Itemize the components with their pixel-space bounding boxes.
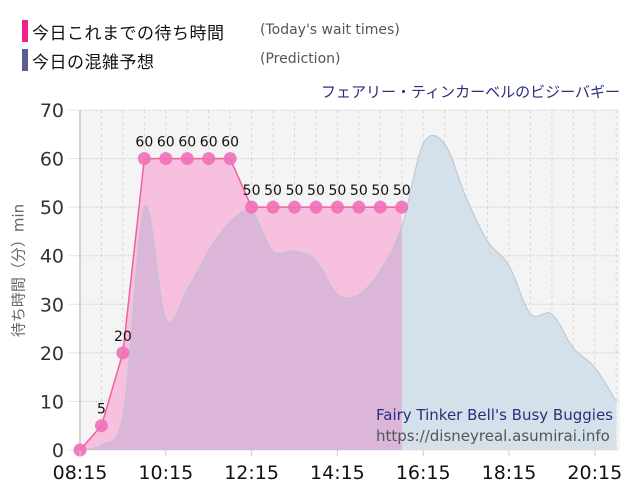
data-label: 50 [264, 183, 282, 199]
legend-today-swatch [22, 20, 28, 42]
today-marker [245, 200, 259, 214]
today-marker [352, 200, 366, 214]
data-label: 50 [328, 183, 346, 199]
data-label: 50 [371, 183, 389, 199]
today-line [79, 157, 402, 451]
legend-prediction-label-jp: 今日の混雑予想 [32, 52, 155, 73]
data-label: 60 [157, 135, 175, 151]
today-marker [395, 200, 409, 214]
y-tick-label: 40 [40, 246, 64, 268]
today-marker [309, 200, 323, 214]
x-tick-label: 12:15 [224, 462, 279, 484]
y-tick-label: 50 [40, 197, 64, 219]
today-marker [159, 152, 173, 166]
watermark-title: Fairy Tinker Bell's Busy Buggies [376, 406, 613, 424]
x-tick-label: 20:15 [567, 462, 622, 484]
legend-prediction-swatch [22, 49, 28, 71]
y-tick-label: 0 [52, 440, 64, 462]
y-tick-label: 30 [40, 294, 64, 316]
x-tick-label: 14:15 [310, 462, 365, 484]
data-label: 50 [286, 183, 304, 199]
today-marker [223, 152, 237, 166]
y-axis-label: 待ち時間（分）min [9, 203, 28, 338]
legend-today-label-jp: 今日これまでの待ち時間 [32, 23, 225, 44]
x-tick-label: 08:15 [53, 462, 108, 484]
data-label: 60 [200, 135, 218, 151]
x-tick-label: 10:15 [138, 462, 193, 484]
today-marker [373, 200, 387, 214]
today-marker [94, 419, 108, 433]
data-label: 60 [135, 135, 153, 151]
today-marker [266, 200, 280, 214]
today-marker [288, 200, 301, 214]
today-marker [330, 200, 344, 214]
y-tick-label: 70 [40, 100, 64, 122]
today-marker [137, 152, 151, 166]
x-tick-label: 16:15 [396, 462, 451, 484]
y-tick-label: 10 [40, 391, 64, 413]
x-tick-label: 18:15 [482, 462, 537, 484]
ride-title: フェアリー・ティンカーベルのビジーバギー [321, 83, 620, 101]
data-label: 60 [221, 135, 239, 151]
legend-today-label-en: (Today's wait times) [260, 22, 400, 38]
data-label: 20 [114, 329, 132, 345]
data-label: 60 [178, 135, 196, 151]
y-tick-label: 60 [40, 149, 64, 171]
data-label: 5 [97, 402, 106, 418]
watermark-url: https://disneyreal.asumirai.info [376, 427, 610, 445]
overlap-area [80, 205, 402, 450]
today-marker [116, 346, 130, 360]
legend-today: 今日これまでの待ち時間 [22, 20, 225, 44]
today-marker [180, 152, 194, 166]
legend-prediction: 今日の混雑予想 [22, 49, 155, 73]
legend-prediction-label-en: (Prediction) [260, 51, 341, 67]
data-label: 50 [393, 183, 411, 199]
data-label: 50 [243, 183, 261, 199]
data-label: 50 [350, 183, 368, 199]
data-label: 50 [307, 183, 325, 199]
today-marker [202, 152, 216, 166]
y-tick-label: 20 [40, 343, 64, 365]
